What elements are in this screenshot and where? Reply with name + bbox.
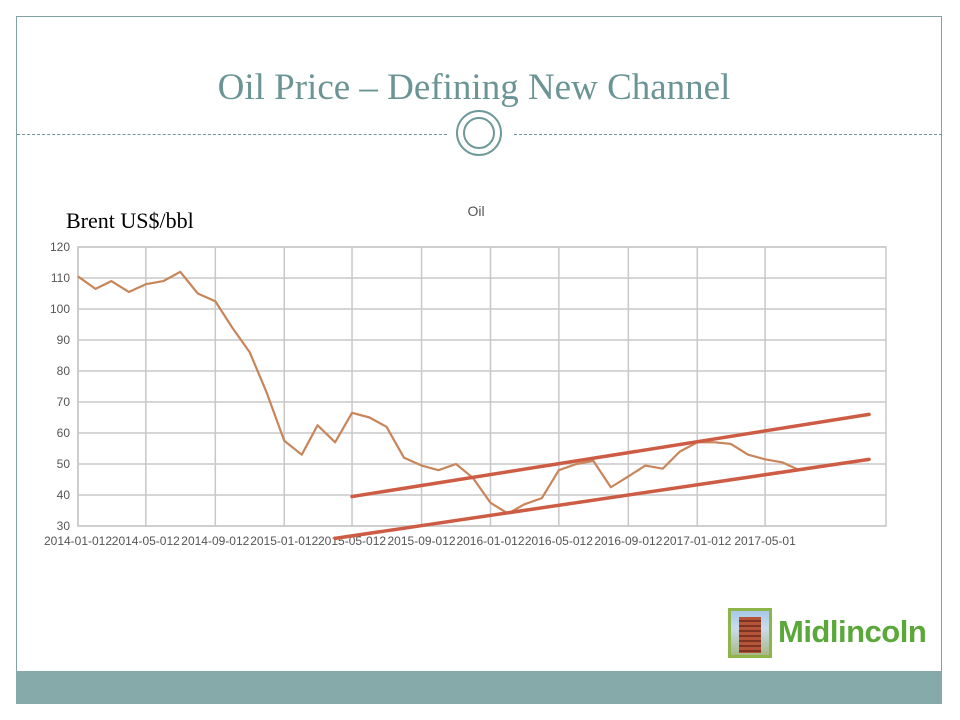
y-tick-label: 100 (50, 302, 70, 316)
y-tick-label: 110 (51, 271, 70, 285)
channel-upper-line (350, 412, 871, 499)
y-tick-label: 120 (50, 240, 70, 254)
title-rule-right (514, 134, 942, 135)
x-tick-label: 2015-01-012 (250, 534, 318, 548)
x-tick-label: 2016-01-012 (456, 534, 524, 548)
y-tick-label: 50 (57, 457, 71, 471)
channel-lower-line (333, 457, 871, 541)
midlincoln-logo: Midlincoln (728, 608, 940, 660)
y-tick-label: 40 (57, 488, 71, 502)
unit-label: Brent US$/bbl (66, 208, 194, 233)
slide-title: Oil Price – Defining New Channel (217, 67, 731, 108)
x-tick-label: 2014-05-012 (112, 534, 180, 548)
x-tick-label: 2017-05-01 (734, 534, 796, 548)
x-tick-label: 2016-09-012 (594, 534, 662, 548)
x-tick-label: 2017-01-012 (663, 534, 731, 548)
x-tick-label: 2014-09-012 (181, 534, 249, 548)
x-tick-label: 2016-05-012 (525, 534, 593, 548)
building-icon (728, 608, 772, 658)
y-tick-label: 80 (57, 364, 71, 378)
y-tick-label: 60 (57, 426, 71, 440)
title-ornament-circle-icon (456, 110, 502, 156)
footer-bar (16, 671, 942, 704)
y-tick-label: 90 (57, 333, 71, 347)
title-rule-left (17, 134, 447, 135)
oil-price-line (77, 270, 801, 515)
y-tick-label: 30 (57, 519, 71, 533)
x-tick-label: 2014-01-012 (44, 534, 112, 548)
y-tick-label: 70 (57, 395, 71, 409)
x-tick-label: 2015-09-012 (388, 534, 456, 548)
chart-title: Oil (467, 203, 484, 219)
logo-text: Midlincoln (778, 614, 927, 649)
